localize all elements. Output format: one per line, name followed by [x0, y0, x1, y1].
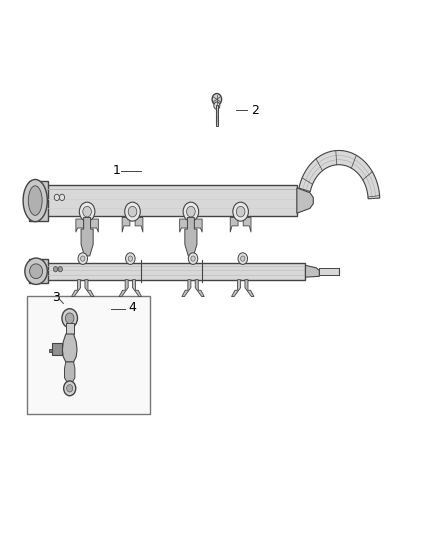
- Bar: [319, 268, 339, 275]
- Bar: [29, 181, 48, 221]
- Polygon shape: [122, 217, 130, 232]
- Circle shape: [212, 93, 222, 105]
- Polygon shape: [119, 280, 128, 296]
- Polygon shape: [297, 188, 313, 213]
- Polygon shape: [232, 280, 240, 296]
- Circle shape: [191, 256, 195, 261]
- Polygon shape: [194, 219, 202, 232]
- Bar: [215, 104, 218, 126]
- Text: 1: 1: [113, 164, 121, 177]
- Circle shape: [183, 202, 199, 221]
- Polygon shape: [76, 219, 84, 232]
- Ellipse shape: [30, 264, 42, 279]
- Circle shape: [125, 202, 140, 221]
- Polygon shape: [305, 265, 319, 277]
- Polygon shape: [135, 217, 143, 232]
- Polygon shape: [230, 217, 238, 232]
- Text: 3: 3: [53, 291, 60, 304]
- Circle shape: [58, 266, 63, 272]
- Polygon shape: [182, 280, 191, 296]
- Polygon shape: [85, 280, 94, 296]
- Polygon shape: [71, 280, 81, 296]
- Polygon shape: [49, 349, 53, 352]
- Bar: [29, 259, 48, 284]
- Circle shape: [188, 253, 198, 264]
- Circle shape: [67, 385, 73, 392]
- Text: 2: 2: [251, 103, 259, 117]
- Circle shape: [240, 256, 245, 261]
- Circle shape: [81, 256, 85, 261]
- Circle shape: [236, 206, 245, 217]
- Ellipse shape: [28, 186, 42, 215]
- Polygon shape: [91, 219, 99, 232]
- Circle shape: [62, 309, 78, 328]
- Circle shape: [214, 102, 220, 109]
- Polygon shape: [185, 217, 197, 256]
- Polygon shape: [133, 280, 141, 296]
- Circle shape: [79, 202, 95, 221]
- Circle shape: [83, 206, 92, 217]
- Circle shape: [53, 266, 58, 272]
- Polygon shape: [243, 217, 251, 232]
- Polygon shape: [81, 217, 93, 256]
- Polygon shape: [64, 362, 75, 382]
- Polygon shape: [299, 150, 380, 199]
- Ellipse shape: [23, 180, 47, 222]
- Circle shape: [64, 381, 76, 395]
- Polygon shape: [245, 280, 254, 296]
- Polygon shape: [195, 280, 204, 296]
- Circle shape: [54, 194, 60, 200]
- Circle shape: [60, 194, 65, 200]
- Bar: [27, 295, 150, 414]
- Circle shape: [233, 202, 248, 221]
- Ellipse shape: [25, 258, 47, 285]
- Polygon shape: [66, 324, 74, 334]
- Circle shape: [187, 206, 195, 217]
- Circle shape: [128, 256, 133, 261]
- Circle shape: [238, 253, 247, 264]
- Circle shape: [126, 253, 135, 264]
- Polygon shape: [53, 343, 62, 355]
- Circle shape: [78, 253, 88, 264]
- Bar: [46, 263, 305, 280]
- Circle shape: [128, 206, 137, 217]
- Bar: [46, 185, 297, 216]
- Polygon shape: [62, 334, 77, 362]
- Circle shape: [65, 313, 74, 324]
- Text: 4: 4: [128, 301, 136, 314]
- Polygon shape: [180, 219, 187, 232]
